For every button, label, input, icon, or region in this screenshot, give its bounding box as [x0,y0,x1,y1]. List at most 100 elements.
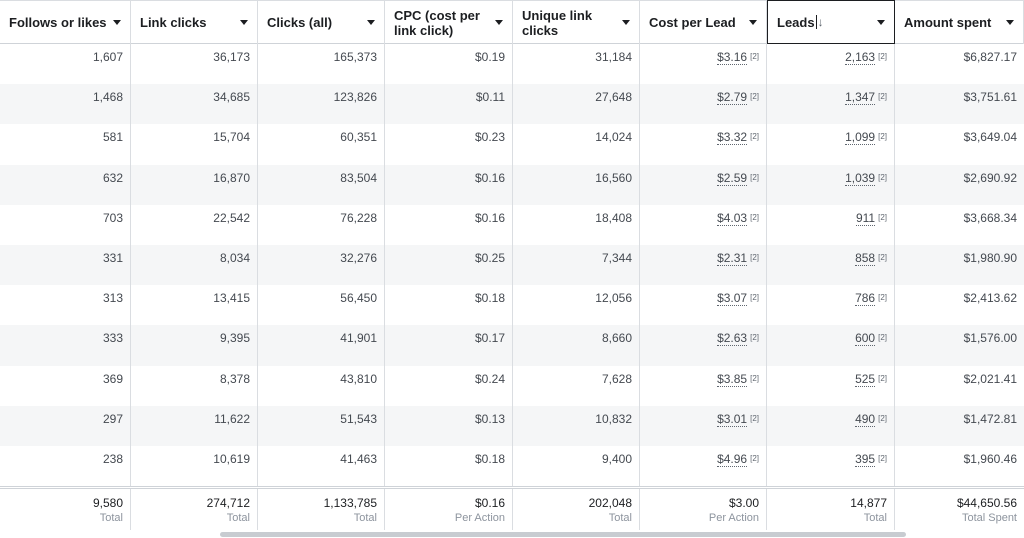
footnote-marker[interactable]: [2] [878,212,887,222]
table-row[interactable]: 703 22,542 76,228 $0.16 18,408 $4.03 [2] 911 [2]… [0,204,1024,245]
cell-cost-per-lead[interactable]: $3.85 [2] [640,365,767,406]
cell-leads[interactable]: 600 [2] [767,325,895,366]
cell-cost-per-lead[interactable]: $4.03 [2] [640,204,767,245]
cell-value[interactable]: $4.96 [717,451,748,467]
cell-value[interactable]: 1,039 [845,170,876,186]
cell-cost-per-lead[interactable]: $3.16 [2] [640,44,767,85]
cell-leads[interactable]: 2,163 [2] [767,44,895,85]
cell-value[interactable]: $2.59 [717,170,748,186]
column-menu-dropdown-icon[interactable] [1006,20,1014,25]
cell-leads[interactable]: 911 [2] [767,204,895,245]
cell-value[interactable]: 858 [855,250,876,266]
cell-value[interactable]: $2.31 [717,250,748,266]
footnote-marker[interactable]: [2] [878,373,887,383]
cell-cost-per-lead[interactable]: $4.96 [2] [640,445,767,487]
table-row[interactable]: 1,468 34,685 123,826 $0.11 27,648 $2.79 [2] 1,3… [0,84,1024,125]
cell-cost-per-lead[interactable]: $2.63 [2] [640,325,767,366]
cell-amount-spent: $3,649.04 [895,124,1024,164]
cell-value[interactable]: $2.63 [717,331,748,347]
table-row[interactable]: 632 16,870 83,504 $0.16 16,560 $2.59 [2] 1,039[… [0,164,1024,205]
footnote-marker[interactable]: [2] [750,252,759,262]
cell-value[interactable]: $3.01 [717,411,748,427]
cell-leads[interactable]: 1,099 [2] [767,124,895,165]
sort-descending-icon[interactable]: ↓ [817,14,824,29]
cell-cost-per-lead[interactable]: $2.31 [2] [640,244,767,286]
footnote-marker[interactable]: [2] [750,413,759,423]
cell-value[interactable]: $3.85 [717,371,748,387]
cell-follows-or-likes: 1,468 [0,84,131,125]
table-row[interactable]: 1,607 36,173 165,373 $0.19 31,184 $3.16 [2] 2,1… [0,44,1024,85]
footnote-marker[interactable]: [2] [750,92,759,102]
column-header-cost-per-lead[interactable]: Cost per Lead [640,1,767,44]
footnote-marker[interactable]: [2] [878,413,887,423]
cell-value[interactable]: 600 [855,331,876,347]
table-row[interactable]: 581 15,704 60,351 $0.23 14,024 $3.32 [2] 1,099[… [0,124,1024,165]
total-label: Total [608,512,632,525]
column-header-link-clicks[interactable]: Link clicks [131,1,258,44]
cell-value[interactable]: 395 [855,451,876,467]
cell-leads[interactable]: 1,347 [2] [767,84,895,125]
footnote-marker[interactable]: [2] [878,52,887,61]
cell-cost-per-lead[interactable]: $3.01 [2] [640,405,767,446]
cell-cost-per-lead[interactable]: $3.07 [2] [640,285,767,326]
column-menu-dropdown-icon[interactable] [749,20,757,25]
footnote-marker[interactable]: [2] [750,453,759,463]
cell-value[interactable]: 525 [855,371,876,387]
footnote-marker[interactable]: [2] [750,333,759,343]
column-menu-dropdown-icon[interactable] [495,20,503,25]
column-menu-dropdown-icon[interactable] [877,20,885,25]
footnote-marker[interactable]: [2] [878,453,887,463]
footnote-marker[interactable]: [2] [750,293,759,303]
cell-leads[interactable]: 1,039 [2] [767,164,895,205]
cell-value[interactable]: $3.16 [717,50,748,65]
cell-leads[interactable]: 525 [2] [767,365,895,406]
table-row[interactable]: 297 11,622 51,543 $0.13 10,832 $3.01 [2] 490 [2]… [0,405,1024,446]
cell-cost-per-lead[interactable]: $2.79 [2] [640,84,767,125]
table-row[interactable]: 333 9,395 41,901 $0.17 8,660 $2.63 [2] 600 [2] $1… [0,325,1024,366]
column-menu-dropdown-icon[interactable] [240,20,248,25]
footnote-marker[interactable]: [2] [878,132,887,142]
column-header-unique-link-clicks[interactable]: Unique link clicks [513,1,640,44]
cell-value[interactable]: $3.32 [717,130,748,146]
column-menu-dropdown-icon[interactable] [367,20,375,25]
cell-value[interactable]: 911 [855,210,876,226]
column-header-follows-or-likes[interactable]: Follows or likes [0,1,131,44]
cell-cost-per-lead[interactable]: $3.32 [2] [640,124,767,165]
column-menu-dropdown-icon[interactable] [113,20,121,25]
footnote-marker[interactable]: [2] [750,172,759,182]
cell-leads[interactable]: 490 [2] [767,405,895,446]
cell-value[interactable]: 786 [855,291,876,307]
footnote-marker[interactable]: [2] [878,333,887,343]
scrollbar-thumb[interactable] [220,532,906,537]
cell-leads[interactable]: 858 [2] [767,244,895,286]
column-header-clicks-all[interactable]: Clicks (all) [258,1,385,44]
column-menu-dropdown-icon[interactable] [622,20,630,25]
column-header-cpc-cost-per-link-click[interactable]: CPC (cost per link click) [385,1,513,44]
table-row[interactable]: 238 10,619 41,463 $0.18 9,400 $4.96 [2] 395 [2] $… [0,445,1024,487]
footnote-marker[interactable]: [2] [878,172,887,182]
footnote-marker[interactable]: [2] [750,212,759,222]
footnote-marker[interactable]: [2] [878,293,887,303]
column-header-amount-spent[interactable]: Amount spent [895,1,1024,44]
footnote-marker[interactable]: [2] [878,92,887,102]
footnote-marker[interactable]: [2] [750,52,759,61]
cell-value[interactable]: 1,099 [845,130,876,146]
cell-leads[interactable]: 395 [2] [767,445,895,487]
table-row[interactable]: 313 13,415 56,450 $0.18 12,056 $3.07 [2] 786 [2]… [0,285,1024,326]
horizontal-scrollbar[interactable] [0,530,1024,538]
cell-cost-per-lead[interactable]: $2.59 [2] [640,164,767,205]
cell-value[interactable]: 490 [855,411,876,427]
cell-value[interactable]: 2,163 [845,50,876,65]
footnote-marker[interactable]: [2] [750,132,759,142]
footnote-marker[interactable]: [2] [878,252,887,262]
footnote-marker[interactable]: [2] [750,373,759,383]
cell-value[interactable]: $4.03 [717,210,748,226]
cell-value[interactable]: $3.07 [717,291,748,307]
cell-leads[interactable]: 786 [2] [767,285,895,326]
column-header-leads[interactable]: Leads ↓ [767,0,895,44]
cell-value[interactable]: $2.79 [717,90,748,106]
table-row[interactable]: 331 8,034 32,276 $0.25 7,344 $2.31 [2] 858 [2] $1… [0,244,1024,286]
table-row[interactable]: 369 8,378 43,810 $0.24 7,628 $3.85 [2] 525 [2] $2… [0,365,1024,406]
cell-value: $2,690.92 [963,170,1017,185]
cell-value[interactable]: 1,347 [845,90,876,106]
